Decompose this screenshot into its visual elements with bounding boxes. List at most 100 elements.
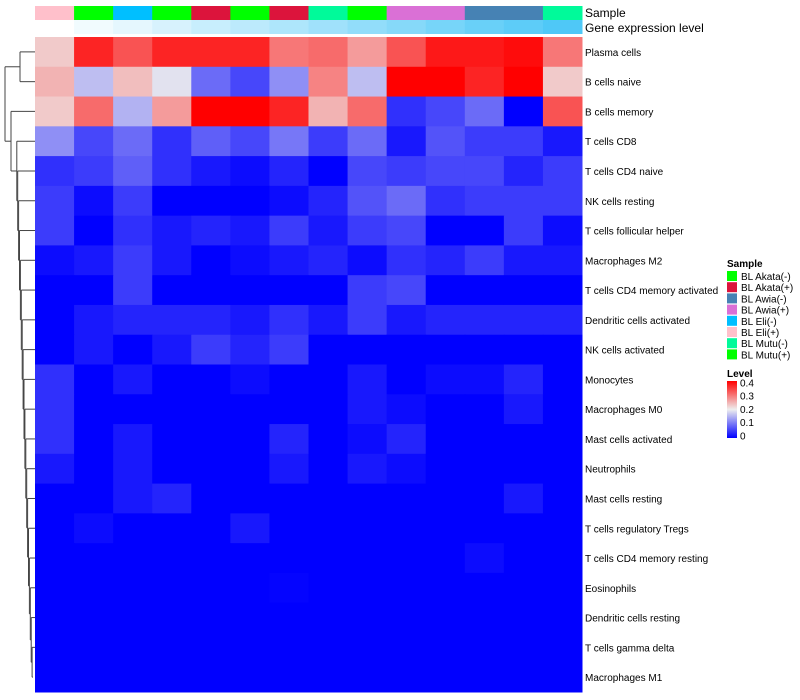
level-tick-label: 0.4 xyxy=(740,379,754,390)
heatmap-cell xyxy=(152,66,192,98)
heatmap-cell xyxy=(542,632,583,663)
heatmap-cell xyxy=(269,602,309,633)
heatmap-cell xyxy=(464,96,505,127)
heatmap-cell xyxy=(152,126,192,157)
heatmap-cell xyxy=(113,156,153,187)
heatmap-cell xyxy=(386,424,427,455)
heatmap-cell xyxy=(425,66,466,98)
row-label: Eosinophils xyxy=(585,584,636,595)
heatmap-cell xyxy=(386,662,427,693)
heatmap-cell xyxy=(230,66,270,98)
heatmap-cell xyxy=(503,602,544,633)
heatmap-cell xyxy=(308,156,349,187)
heatmap-cell xyxy=(386,632,427,663)
heatmap-cell xyxy=(308,483,349,514)
heatmap-cell xyxy=(425,37,466,68)
heatmap-cell xyxy=(230,304,270,336)
heatmap-cell xyxy=(542,304,583,336)
heatmap-cell xyxy=(347,96,388,127)
heatmap-cell xyxy=(308,662,349,693)
heatmap-cell xyxy=(113,66,153,98)
heatmap-cell xyxy=(464,126,505,157)
heatmap-cell xyxy=(542,215,583,246)
heatmap-cell xyxy=(542,245,583,276)
heatmap-cell xyxy=(503,662,544,693)
heatmap-cell xyxy=(191,275,231,306)
heatmap-cell xyxy=(503,572,544,604)
heatmap-cell xyxy=(113,453,153,485)
heatmap-cell xyxy=(386,394,427,425)
row-label: B cells memory xyxy=(585,107,653,118)
row-label: T cells CD4 naive xyxy=(585,167,664,178)
row-label: B cells naive xyxy=(585,78,642,89)
heatmap-cell xyxy=(347,275,388,306)
heatmap-cell xyxy=(35,304,75,336)
sample-annotation-cell xyxy=(347,6,388,20)
row-label: T cells CD8 xyxy=(585,137,637,148)
heatmap-cell xyxy=(308,215,349,246)
heatmap-cell xyxy=(191,126,231,157)
heatmap-cell xyxy=(464,483,505,514)
heatmap-cell xyxy=(425,185,466,217)
heatmap-cell xyxy=(503,513,544,544)
gene-level-annotation-cell xyxy=(113,20,153,34)
heatmap-cell xyxy=(386,364,427,395)
level-tick-label: 0 xyxy=(740,431,746,442)
heatmap-cell xyxy=(269,96,309,127)
heatmap-cell xyxy=(503,632,544,663)
heatmap-cell xyxy=(347,424,388,455)
row-label: Dendritic cells activated xyxy=(585,316,690,327)
heatmap-cell xyxy=(347,453,388,485)
heatmap-cell xyxy=(35,662,75,693)
heatmap-cell xyxy=(425,364,466,395)
heatmap-cell xyxy=(74,483,114,514)
heatmap-cell xyxy=(503,543,544,574)
heatmap-cell xyxy=(425,453,466,485)
heatmap-cell xyxy=(347,334,388,365)
sample-annotation-cell xyxy=(425,6,466,20)
row-label: Mast cells resting xyxy=(585,494,662,505)
heatmap-cell xyxy=(74,275,114,306)
heatmap-cell xyxy=(152,394,192,425)
column-annotations xyxy=(35,6,583,34)
heatmap-cell xyxy=(113,215,153,246)
heatmap-cell xyxy=(35,483,75,514)
sample-annotation-cell xyxy=(503,6,544,20)
legend-sample-title: Sample xyxy=(727,259,763,270)
heatmap-cell xyxy=(35,364,75,395)
heatmap-cell xyxy=(74,245,114,276)
heatmap-cell xyxy=(35,632,75,663)
heatmap-cell xyxy=(152,156,192,187)
heatmap-cell xyxy=(464,394,505,425)
heatmap-cell xyxy=(269,483,309,514)
heatmap-cell xyxy=(542,662,583,693)
heatmap-cell xyxy=(464,424,505,455)
heatmap-cell xyxy=(230,394,270,425)
heatmap-cell xyxy=(308,185,349,217)
heatmap-cell xyxy=(113,483,153,514)
heatmap-cell xyxy=(35,513,75,544)
row-label: Plasma cells xyxy=(585,48,641,59)
heatmap-cell xyxy=(35,424,75,455)
heatmap-cell xyxy=(269,215,309,246)
row-label: NK cells activated xyxy=(585,346,664,357)
heatmap-cell xyxy=(74,215,114,246)
heatmap-cell xyxy=(542,37,583,68)
heatmap-cell xyxy=(269,364,309,395)
heatmap-cell xyxy=(269,334,309,365)
heatmap-cell xyxy=(191,156,231,187)
heatmap-cell xyxy=(347,513,388,544)
heatmap-cell xyxy=(464,37,505,68)
row-label: Macrophages M1 xyxy=(585,673,663,684)
legend-swatch xyxy=(727,327,737,337)
heatmap-cell xyxy=(347,66,388,98)
heatmap-cell xyxy=(308,334,349,365)
legend-item-label: BL Awia(+) xyxy=(741,306,789,317)
heatmap-cell xyxy=(269,37,309,68)
heatmap-cell xyxy=(269,156,309,187)
heatmap-cell xyxy=(152,602,192,633)
heatmap-cell xyxy=(386,572,427,604)
